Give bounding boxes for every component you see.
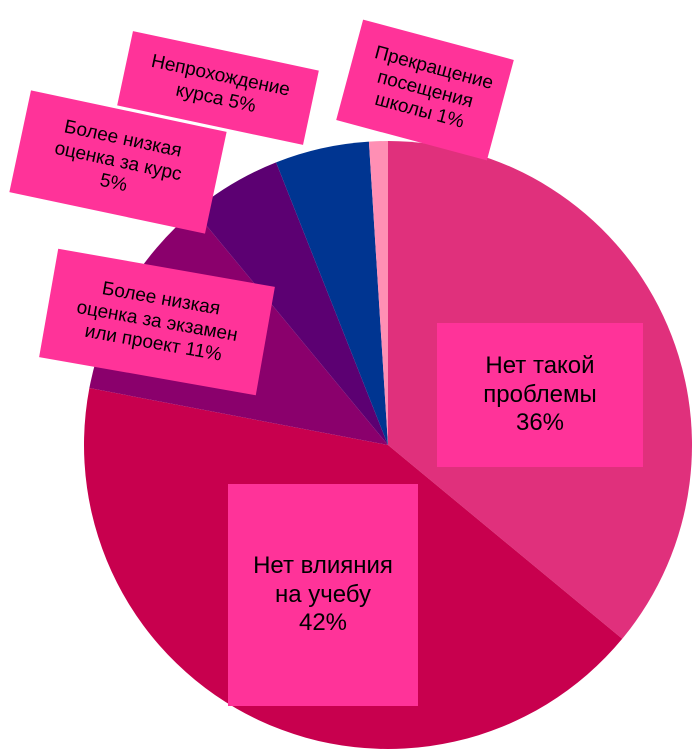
category-label: Прекращение посещения школы bbox=[372, 41, 496, 125]
category-label: Нет влияния на учебу bbox=[253, 551, 393, 608]
label-text: Более низкая оценка за курс 5% bbox=[38, 113, 199, 211]
pie-slice bbox=[276, 141, 388, 446]
pie-slice bbox=[368, 141, 388, 445]
pie-slice bbox=[194, 162, 388, 445]
category-label: Непрохождение курса bbox=[149, 51, 292, 111]
label-text: Нет влияния на учебу 42% bbox=[253, 552, 393, 638]
value-label: 5% bbox=[226, 90, 258, 117]
slice-label: Нет влияния на учебу 42% bbox=[228, 484, 418, 706]
label-text: Непрохождение курса 5% bbox=[140, 50, 296, 126]
value-label: 36% bbox=[515, 409, 565, 437]
slice-label: Нет такой проблемы 36% bbox=[437, 323, 643, 467]
value-label: 42% bbox=[298, 609, 348, 637]
label-text: Более низкая оценка за экзамен или проек… bbox=[62, 273, 251, 372]
category-label: Нет такой проблемы bbox=[483, 351, 597, 408]
label-text: Прекращение посещения школы 1% bbox=[360, 42, 495, 138]
label-text: Нет такой проблемы 36% bbox=[462, 352, 618, 438]
